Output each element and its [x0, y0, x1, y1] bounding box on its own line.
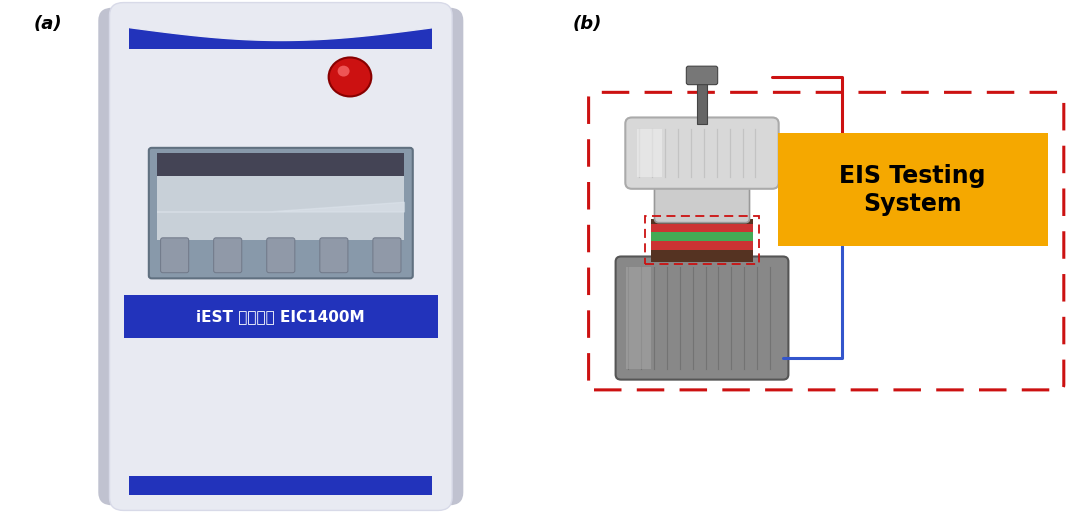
- Text: iEST 元能科技 EIC1400M: iEST 元能科技 EIC1400M: [197, 309, 365, 324]
- Bar: [650, 241, 754, 250]
- FancyBboxPatch shape: [98, 8, 463, 505]
- FancyBboxPatch shape: [687, 66, 717, 85]
- FancyBboxPatch shape: [214, 238, 242, 273]
- FancyBboxPatch shape: [320, 238, 348, 273]
- Bar: [130, 476, 432, 495]
- Bar: [123, 295, 438, 339]
- FancyBboxPatch shape: [373, 238, 401, 273]
- Text: (b): (b): [572, 15, 602, 33]
- FancyBboxPatch shape: [654, 179, 750, 223]
- FancyBboxPatch shape: [267, 238, 295, 273]
- Bar: [650, 232, 754, 241]
- Bar: [646, 216, 758, 264]
- Bar: [650, 219, 754, 224]
- FancyBboxPatch shape: [149, 148, 413, 279]
- Bar: [626, 267, 650, 369]
- Bar: [650, 250, 754, 262]
- Text: (a): (a): [33, 15, 63, 33]
- Bar: [130, 27, 432, 49]
- Bar: [637, 129, 662, 177]
- Text: EIS Testing
System: EIS Testing System: [839, 164, 986, 215]
- Polygon shape: [158, 202, 404, 212]
- FancyBboxPatch shape: [616, 256, 788, 380]
- FancyBboxPatch shape: [778, 133, 1048, 246]
- FancyBboxPatch shape: [625, 117, 779, 189]
- Circle shape: [328, 57, 372, 96]
- FancyBboxPatch shape: [161, 238, 189, 273]
- Bar: [698, 83, 707, 124]
- Bar: [158, 176, 404, 240]
- Circle shape: [338, 66, 350, 76]
- Bar: [650, 224, 754, 232]
- Bar: [158, 153, 404, 179]
- FancyBboxPatch shape: [109, 3, 453, 510]
